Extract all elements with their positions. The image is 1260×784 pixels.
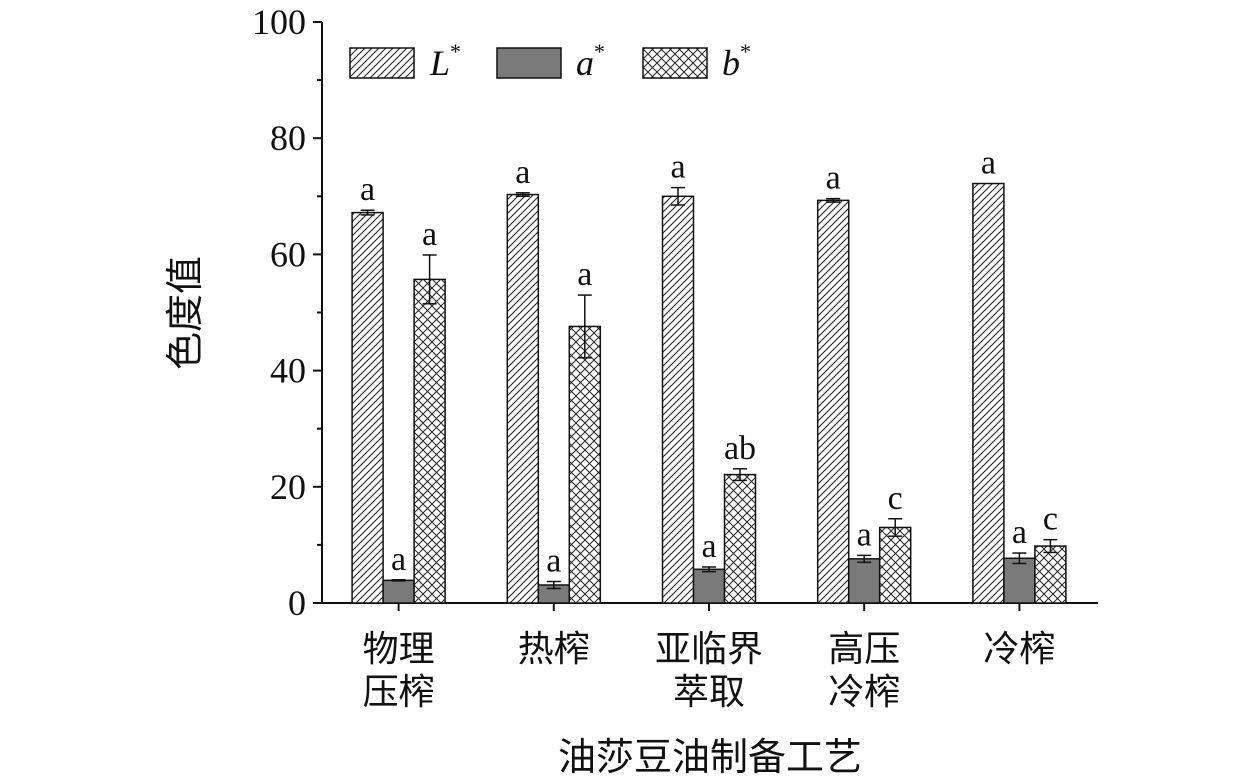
x-tick-label: 亚临界 <box>655 629 763 669</box>
x-tick-label: 冷榨 <box>828 672 900 712</box>
significance-label: ab <box>724 430 756 467</box>
bar <box>723 473 757 604</box>
y-axis-title: 色度值 <box>165 256 207 370</box>
legend-swatch <box>349 47 415 79</box>
legend-label: b* <box>722 39 751 83</box>
significance-label: a <box>981 145 996 182</box>
significance-label: a <box>577 256 592 293</box>
bar <box>972 182 1005 604</box>
legend-swatch <box>496 47 562 79</box>
legend-label: L* <box>429 39 461 83</box>
y-tick-label: 0 <box>288 583 306 623</box>
significance-label: a <box>360 171 375 208</box>
x-tick-label: 物理 <box>363 629 435 669</box>
bar <box>351 211 384 604</box>
significance-label: a <box>857 516 872 553</box>
y-axis: 0 20 40 60 80 100 <box>252 2 323 623</box>
bar <box>878 526 912 604</box>
legend-label: a* <box>576 39 605 83</box>
x-tick-label: 压榨 <box>363 672 435 712</box>
bar <box>847 558 881 604</box>
bar <box>692 568 726 604</box>
significance-label: a <box>422 216 437 253</box>
bar <box>816 199 850 604</box>
x-tick-label: 高压 <box>828 629 900 669</box>
y-tick-label: 80 <box>270 118 306 158</box>
y-tick-label: 100 <box>252 2 306 42</box>
significance-label: c <box>888 480 903 517</box>
y-tick-label: 20 <box>270 467 306 507</box>
legend-swatch <box>642 47 708 79</box>
x-tick-label: 萃取 <box>673 672 745 712</box>
significance-label: c <box>1043 501 1058 538</box>
y-tick-label: 40 <box>270 351 306 391</box>
y-tick-label: 60 <box>270 234 306 274</box>
significance-label: a <box>546 543 561 580</box>
significance-label: a <box>1012 514 1027 551</box>
bar <box>661 195 695 604</box>
significance-label: a <box>515 154 530 191</box>
significance-label: a <box>391 541 406 578</box>
x-axis-title: 油莎豆油制备工艺 <box>558 737 862 779</box>
legend: L* a* b* <box>349 39 751 83</box>
significance-label: a <box>826 160 841 197</box>
bar <box>382 579 415 604</box>
x-tick-label: 热榨 <box>518 629 590 669</box>
bar <box>1003 557 1036 604</box>
bar <box>1034 545 1067 604</box>
x-tick-label: 冷榨 <box>983 629 1055 669</box>
significance-label: a <box>670 149 685 186</box>
bar <box>568 325 602 604</box>
bar <box>413 278 446 604</box>
significance-label: a <box>701 528 716 565</box>
bar <box>506 193 540 604</box>
